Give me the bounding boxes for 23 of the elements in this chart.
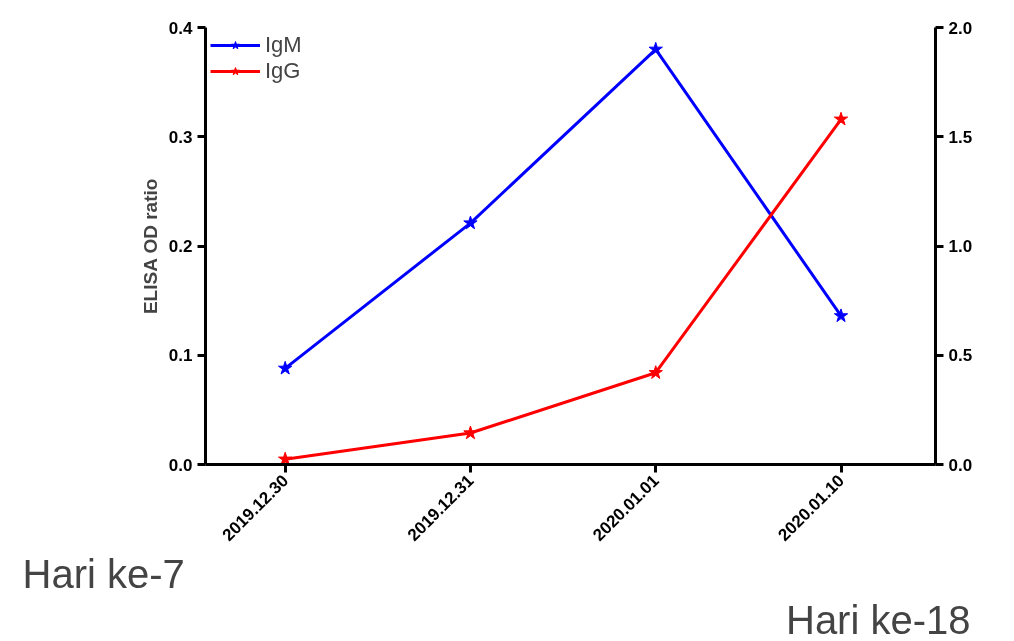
point: [463, 425, 478, 440]
y2-tick-label: 0.5: [948, 346, 973, 366]
point: [648, 41, 663, 56]
y-tick-label: 0.3: [168, 127, 193, 147]
point: [648, 365, 663, 379]
y-tick-label: 0.4: [168, 18, 194, 38]
point: [278, 451, 293, 465]
text: Hari ke-18: [785, 597, 971, 641]
y2-tick-label: 1.0: [948, 237, 973, 256]
y-tick-label: 0.0: [168, 455, 193, 475]
y-tick-label: 0.2: [168, 237, 193, 256]
point: [833, 308, 849, 323]
point: [833, 111, 849, 126]
y2-tick-label: 1.5: [948, 127, 973, 147]
y-tick-label: 0.1: [168, 346, 193, 366]
legend-label: IgM: [265, 32, 302, 58]
y2-tick-label: 0.0: [948, 455, 973, 475]
point: [278, 360, 293, 375]
point: [463, 215, 478, 230]
y-axis-title: ELISA OD ratio: [139, 178, 161, 315]
legend-label: IgG: [265, 58, 301, 84]
text: Hari ke-7: [22, 551, 185, 596]
y2-tick-label: 2.0: [948, 18, 973, 38]
